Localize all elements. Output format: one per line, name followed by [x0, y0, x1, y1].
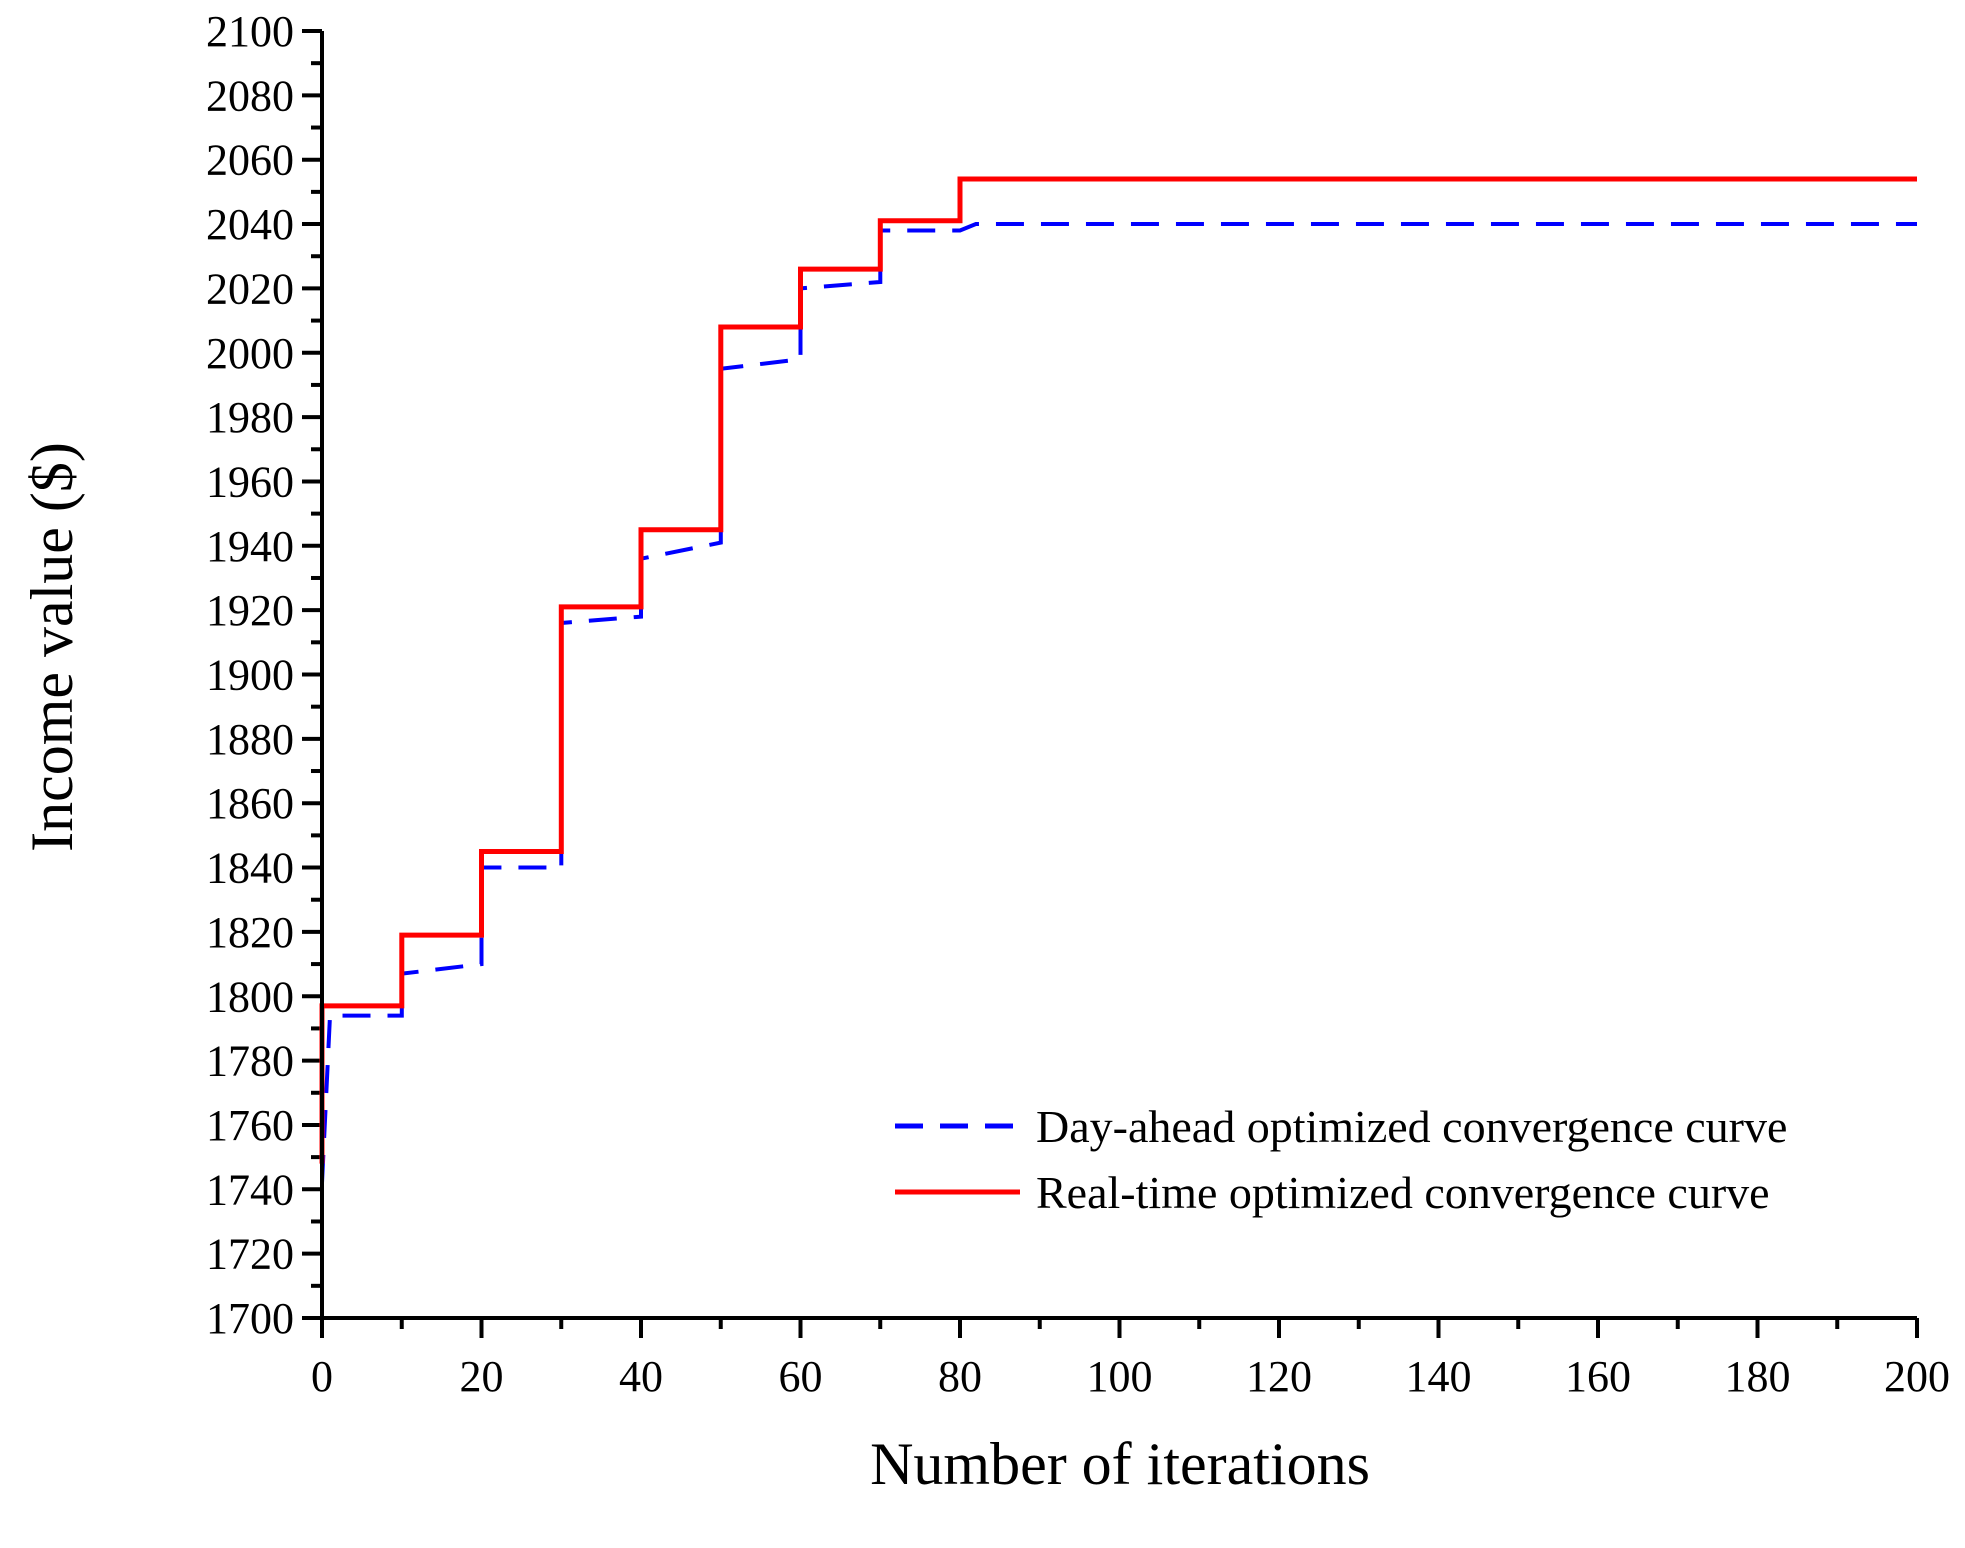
series-layer — [319, 176, 1917, 1183]
y-tick-label: 1820 — [206, 908, 294, 957]
x-tick-label: 120 — [1246, 1352, 1312, 1401]
x-axis-title: Number of iterations — [870, 1431, 1370, 1497]
y-tick-label: 1700 — [206, 1294, 294, 1343]
y-tick-label: 1980 — [206, 393, 294, 442]
x-tick-label: 80 — [938, 1352, 982, 1401]
x-tick-label: 40 — [619, 1352, 663, 1401]
x-tick-label: 160 — [1565, 1352, 1631, 1401]
series-line-real-time — [319, 176, 1917, 1164]
y-tick-label: 1720 — [206, 1230, 294, 1279]
y-tick-label: 1960 — [206, 457, 294, 506]
y-axis-ticks: 1700 1720 1740 1760 1780 1800 1820 1840 1860 1880… — [206, 7, 322, 1343]
y-tick-label: 1880 — [206, 715, 294, 764]
y-tick-label: 2040 — [206, 200, 294, 249]
y-axis-title: Income value ($) — [19, 442, 85, 852]
axis-lines — [320, 31, 1917, 1320]
y-tick-label: 2060 — [206, 136, 294, 185]
y-tick-label: 2000 — [206, 329, 294, 378]
y-tick-label: 1900 — [206, 651, 294, 700]
x-axis-ticks: 0 20 40 60 80 100 120 140 160 180 200 — [311, 1318, 1950, 1401]
legend-label-real-time: Real-time optimized convergence curve — [1036, 1167, 1770, 1218]
y-tick-label: 1800 — [206, 972, 294, 1021]
x-tick-label: 140 — [1406, 1352, 1472, 1401]
y-tick-label: 1940 — [206, 522, 294, 571]
x-tick-label: 200 — [1884, 1352, 1950, 1401]
y-tick-label: 1920 — [206, 586, 294, 635]
x-tick-label: 180 — [1725, 1352, 1791, 1401]
y-tick-label: 2020 — [206, 264, 294, 313]
y-tick-label: 1840 — [206, 844, 294, 893]
y-tick-label: 1760 — [206, 1101, 294, 1150]
x-tick-label: 0 — [311, 1352, 333, 1401]
y-tick-label: 1860 — [206, 779, 294, 828]
y-tick-label: 1780 — [206, 1037, 294, 1086]
x-tick-label: 100 — [1087, 1352, 1153, 1401]
y-tick-label: 1740 — [206, 1165, 294, 1214]
y-tick-label: 2080 — [206, 71, 294, 120]
y-tick-label: 2100 — [206, 7, 294, 56]
x-tick-label: 20 — [460, 1352, 504, 1401]
legend: Day-ahead optimized convergence curve Re… — [895, 1101, 1787, 1218]
legend-label-day-ahead: Day-ahead optimized convergence curve — [1036, 1101, 1787, 1152]
x-tick-label: 60 — [779, 1352, 823, 1401]
